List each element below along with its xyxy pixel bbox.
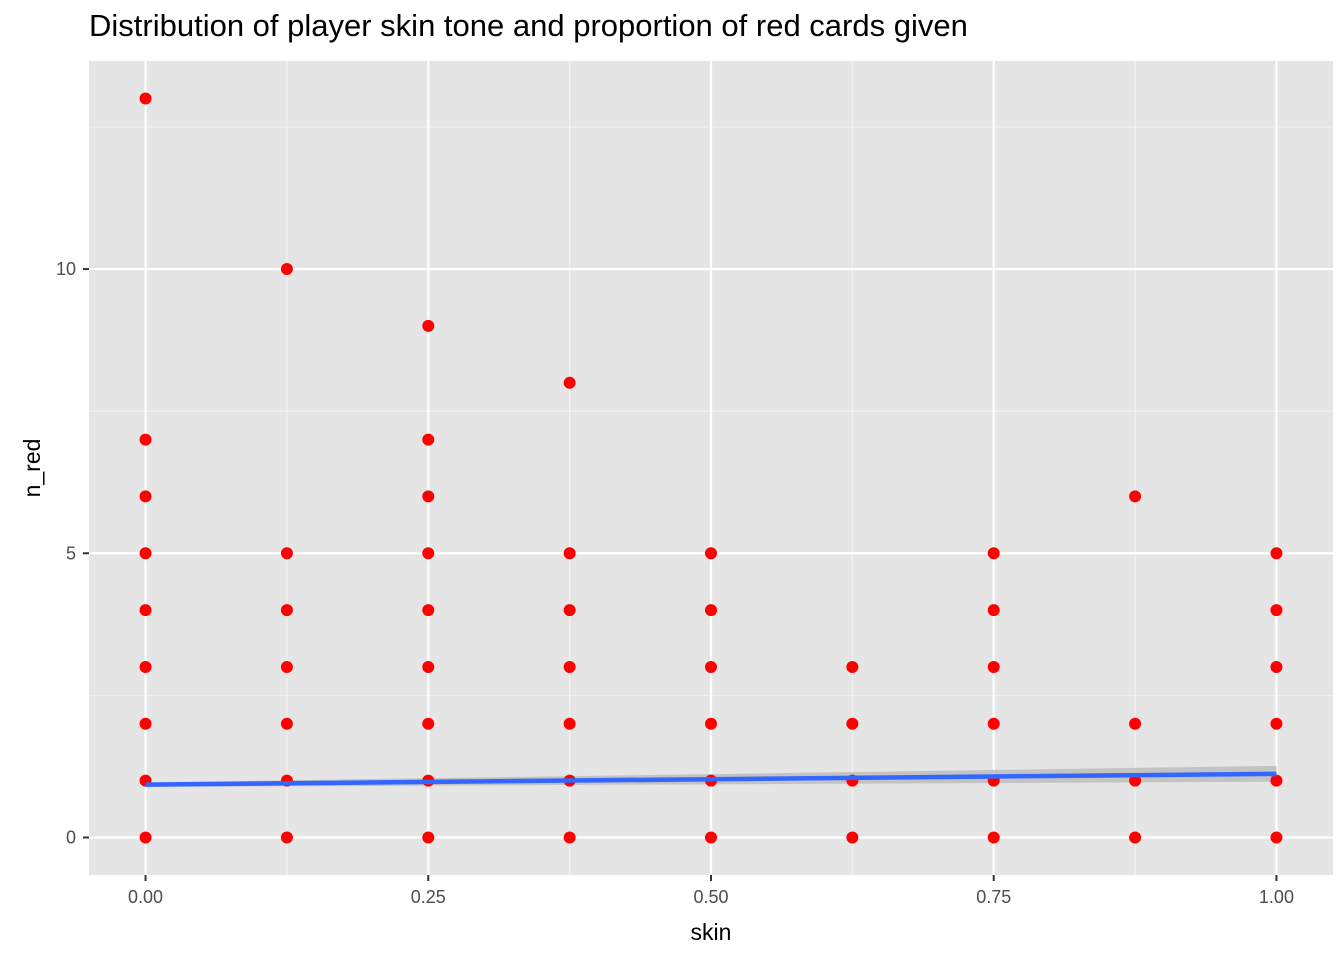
data-point	[846, 831, 859, 844]
data-point	[563, 660, 576, 673]
data-point	[280, 831, 293, 844]
data-point	[1129, 717, 1142, 730]
x-tick-label: 1.00	[1259, 887, 1294, 907]
data-point	[280, 547, 293, 560]
x-axis-title: skin	[691, 919, 732, 945]
data-point	[563, 547, 576, 560]
data-point	[563, 831, 576, 844]
data-point	[846, 660, 859, 673]
data-point	[280, 263, 293, 276]
data-point	[705, 604, 717, 617]
x-tick-label: 0.75	[976, 887, 1011, 907]
data-point	[280, 660, 293, 673]
data-point	[846, 717, 859, 730]
data-point	[139, 547, 152, 560]
data-point	[1270, 604, 1283, 617]
x-tick-label: 0.00	[128, 887, 163, 907]
data-point	[987, 604, 1000, 617]
data-point	[422, 831, 435, 844]
data-point	[705, 831, 717, 844]
data-point	[987, 660, 1000, 673]
x-axis: 0.00 0.25 0.50 0.75 1.00	[128, 875, 1294, 907]
grid-major	[89, 61, 1333, 875]
x-tick-label: 0.50	[693, 887, 728, 907]
data-point	[139, 831, 152, 844]
data-point	[139, 604, 152, 617]
data-point	[280, 717, 293, 730]
data-point	[1270, 547, 1283, 560]
data-point	[422, 433, 435, 446]
data-point	[987, 831, 1000, 844]
data-point	[422, 717, 435, 730]
data-point	[705, 547, 717, 560]
data-point	[1129, 490, 1142, 503]
data-point	[1270, 660, 1283, 673]
y-tick-label: 5	[66, 543, 76, 563]
data-point	[1270, 717, 1283, 730]
data-point	[1270, 831, 1283, 844]
data-point	[139, 490, 152, 503]
data-point	[139, 433, 152, 446]
data-point	[1270, 774, 1283, 787]
y-axis: 0 5 10	[56, 259, 89, 847]
y-tick-label: 10	[56, 259, 76, 279]
chart-title: Distribution of player skin tone and pro…	[89, 8, 968, 43]
data-point	[705, 660, 717, 673]
data-point	[563, 604, 576, 617]
data-point	[422, 604, 435, 617]
data-point	[987, 547, 1000, 560]
data-point	[422, 547, 435, 560]
data-point	[563, 376, 576, 389]
y-tick-label: 0	[66, 827, 76, 847]
data-point	[563, 717, 576, 730]
data-point	[139, 660, 152, 673]
data-point	[1129, 831, 1142, 844]
trend-line-group	[145, 771, 1277, 787]
y-axis-title: n_red	[19, 439, 45, 498]
x-tick-label: 0.25	[411, 887, 446, 907]
data-point	[422, 660, 435, 673]
data-point	[422, 490, 435, 503]
data-point	[1129, 774, 1142, 787]
data-point	[705, 717, 717, 730]
data-point	[987, 717, 1000, 730]
trend-line	[145, 771, 1277, 787]
data-point	[280, 604, 293, 617]
data-point	[422, 319, 435, 332]
data-point	[139, 92, 152, 105]
data-point	[139, 717, 152, 730]
